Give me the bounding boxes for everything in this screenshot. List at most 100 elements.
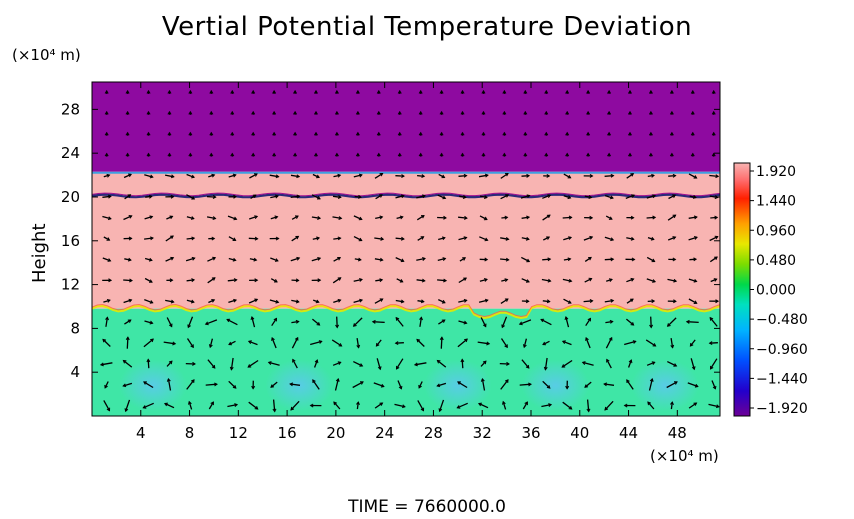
vector-arrow-head (712, 385, 717, 390)
vector-arrow-head (337, 277, 342, 281)
y-tick-label: 28 (61, 100, 80, 118)
vector-arrow (689, 258, 697, 261)
vector-arrow (561, 359, 573, 368)
vector-arrow-head (104, 152, 109, 157)
vector-arrow (227, 403, 238, 408)
lower-interface-yellow (91, 304, 721, 320)
vector-arrow-head (711, 152, 716, 157)
vector-arrow-head (501, 324, 506, 329)
vector-arrow-head (358, 173, 363, 178)
vector-arrow-head (124, 408, 129, 413)
vector-arrow (417, 300, 424, 303)
vector-arrow-head (379, 402, 384, 406)
vector-arrow (228, 236, 236, 241)
vector-arrow-head (567, 300, 572, 304)
y-tick-label: 4 (70, 363, 80, 381)
vector-arrow-head (312, 379, 316, 384)
vector-arrow-head (692, 195, 697, 199)
vector-arrow (584, 195, 592, 199)
vector-arrow-head (191, 236, 196, 241)
vector-arrow (480, 317, 487, 327)
vector-arrow (710, 216, 718, 219)
vector-arrow-head (232, 257, 237, 262)
vector-arrow (395, 257, 404, 262)
vector-arrow-head (104, 384, 108, 389)
vector-arrow-head (568, 236, 573, 240)
vector-arrow (459, 257, 466, 262)
vector-arrow (354, 258, 362, 261)
vector-arrow-head (358, 237, 363, 242)
vector-arrow-head (212, 216, 217, 220)
vector-arrow-head (188, 89, 193, 94)
vector-arrow-head (669, 152, 674, 157)
vector-arrow-head (355, 110, 360, 115)
vector-arrow (459, 195, 466, 199)
vector-arrow-head (400, 258, 405, 263)
vector-arrow-head (253, 173, 258, 177)
vector-arrow-head (271, 337, 275, 341)
vector-arrow-head (192, 361, 196, 366)
vector-arrow-head (418, 384, 422, 389)
vector-arrow-head (564, 316, 569, 321)
vector-arrow-head (211, 299, 216, 303)
vector-arrow-head (375, 342, 380, 347)
vector-arrow (396, 278, 403, 283)
vector-arrow (395, 299, 404, 303)
vector-arrow (502, 401, 507, 410)
vector-arrow (440, 337, 443, 349)
vector-arrow-head (309, 403, 314, 408)
vector-arrow (291, 299, 299, 303)
vector-arrow-head (693, 175, 698, 179)
vector-arrow-head (337, 173, 342, 178)
vector-arrow-head (102, 338, 107, 343)
vector-arrow-head (504, 344, 508, 349)
vector-arrow (709, 174, 719, 178)
vector-arrow-head (715, 174, 720, 179)
vector-arrow (250, 194, 257, 200)
vector-arrow (437, 279, 447, 282)
vector-arrow-head (251, 385, 256, 390)
vector-arrow (563, 258, 571, 261)
vector-arrow (520, 194, 530, 199)
vector-arrow-head (589, 215, 594, 220)
vector-arrow-head (247, 364, 252, 368)
vector-arrow (333, 257, 341, 262)
vector-arrow (688, 236, 698, 241)
vector-arrow-head (128, 236, 133, 241)
colorbar-tick-label: 0.000 (756, 283, 796, 299)
vector-arrow-head (314, 359, 319, 364)
vector-arrow-head (108, 278, 113, 283)
eddy-2 (423, 359, 492, 412)
vector-arrow (481, 378, 486, 391)
vector-arrow (522, 401, 528, 410)
vector-arrow (163, 341, 176, 345)
vector-arrow (332, 277, 342, 284)
vector-arrow-head (714, 215, 719, 220)
vector-arrow-head (149, 174, 154, 179)
vector-arrow-head (234, 403, 239, 407)
vector-arrow (625, 194, 635, 200)
vector-arrow (291, 235, 299, 242)
vector-arrow-head (400, 236, 405, 241)
vector-arrow-head (626, 379, 630, 384)
vector-arrow (186, 338, 194, 348)
vector-arrow (270, 257, 279, 262)
vector-arrow-head (188, 110, 193, 115)
vector-arrow (122, 359, 133, 368)
vector-arrow-head (694, 383, 699, 388)
vector-arrow-head (486, 341, 491, 346)
vector-arrow (186, 173, 195, 178)
vector-arrow-head (546, 214, 551, 219)
vector-arrow (164, 174, 174, 178)
vector-arrow-head (652, 194, 657, 199)
vector-arrow (436, 359, 447, 368)
vector-arrow-head (439, 89, 444, 94)
vector-arrow-head (316, 174, 320, 179)
vector-arrow-head (585, 337, 589, 341)
vector-arrow-head (713, 278, 718, 282)
vector-arrow (606, 278, 613, 282)
vector-arrow (247, 359, 259, 368)
vector-arrow-head (316, 322, 321, 326)
vector-arrow (417, 174, 425, 177)
vector-arrow-head (334, 131, 339, 136)
